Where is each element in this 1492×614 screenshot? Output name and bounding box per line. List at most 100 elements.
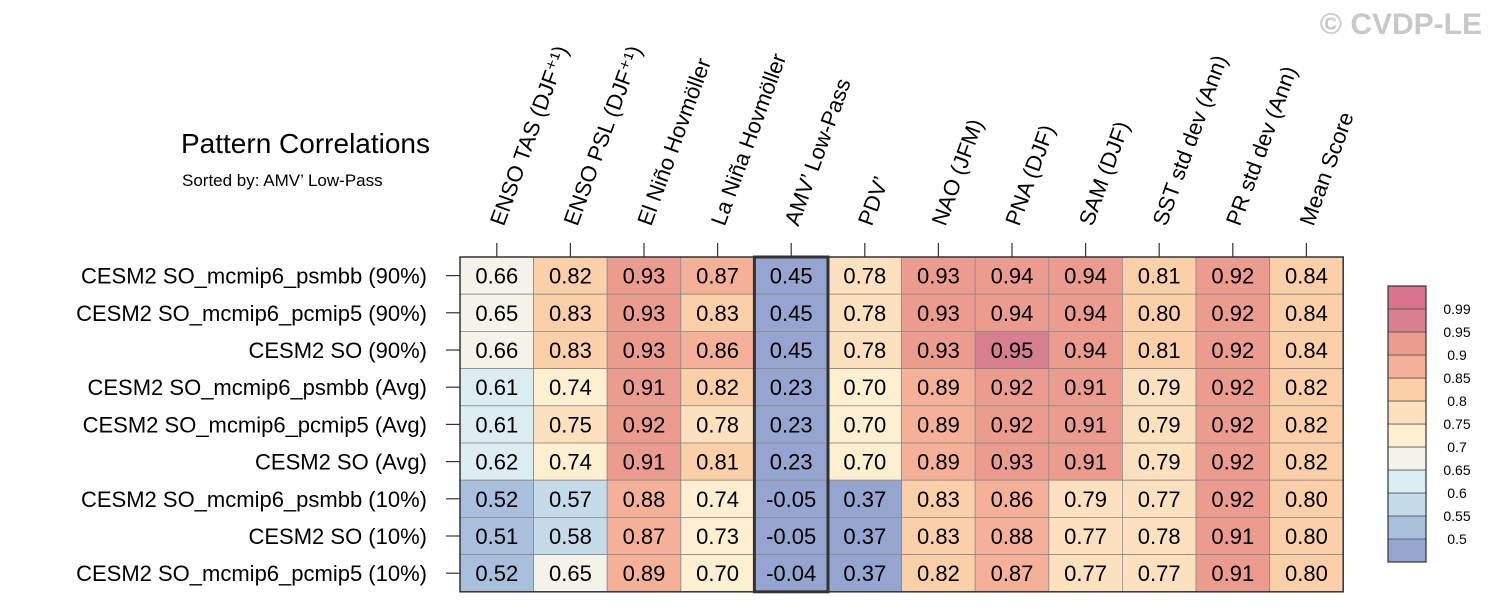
colorbar-swatch	[1387, 308, 1427, 333]
heatmap-cell	[754, 368, 829, 407]
cell-value: 0.83	[917, 524, 960, 549]
heatmap-cell	[1269, 330, 1344, 369]
cell-value: 0.58	[549, 524, 592, 549]
cell-value: 0.66	[475, 338, 518, 363]
cell-value: 0.88	[623, 487, 666, 512]
heatmap-cell	[680, 368, 755, 407]
cell-value: 0.70	[843, 412, 886, 437]
cell-value: 0.93	[623, 264, 666, 289]
cell-value: 0.82	[917, 561, 960, 586]
column-label-enso-psl-djf: ENSO PSL (DJF⁺¹)	[559, 42, 647, 228]
heatmap-cell	[1048, 442, 1123, 481]
heatmap-cell	[901, 442, 976, 481]
heatmap-cell	[1122, 256, 1197, 295]
cell-value: 0.91	[1211, 524, 1254, 549]
heatmap-cell	[1269, 256, 1344, 295]
cell-value: 0.91	[1211, 561, 1254, 586]
cell-value: 0.86	[991, 487, 1034, 512]
row-label-cesm2-so-10: CESM2 SO (10%)	[249, 524, 428, 549]
heatmap-cell	[974, 479, 1050, 518]
heatmap-cell	[901, 405, 976, 444]
cell-value: 0.92	[1211, 412, 1254, 437]
heatmap-cell	[606, 554, 682, 593]
row-label-cesm2-so-mcmip6-psmbb-10: CESM2 SO_mcmip6_psmbb (10%)	[81, 487, 427, 512]
heatmap-cell	[754, 405, 829, 444]
heatmap-cell	[1269, 405, 1344, 444]
heatmap-cell	[754, 479, 829, 518]
heatmap-cell	[606, 442, 682, 481]
heatmap-cell	[606, 405, 682, 444]
column-label-pr-std-dev-ann: PR std dev (Ann)	[1221, 63, 1302, 229]
row-label-cesm2-so-avg: CESM2 SO (Avg)	[255, 450, 427, 475]
cell-value: 0.94	[991, 264, 1034, 289]
cell-value: 0.61	[475, 375, 518, 400]
cell-value: 0.93	[623, 338, 666, 363]
heatmap-cell	[533, 330, 608, 369]
cell-value: 0.84	[1285, 338, 1328, 363]
cell-value: 0.89	[623, 561, 666, 586]
heatmap-cell	[1195, 479, 1270, 518]
colorbar-swatch	[1387, 377, 1427, 402]
cell-value: 0.93	[917, 301, 960, 326]
colorbar-label: 0.5	[1447, 531, 1467, 547]
heatmap-cell	[606, 479, 682, 518]
cell-value: 0.77	[1064, 524, 1107, 549]
cell-value: 0.92	[1211, 375, 1254, 400]
heatmap-cell	[533, 554, 608, 593]
cell-value: 0.45	[770, 264, 813, 289]
cell-value: 0.87	[623, 524, 666, 549]
cell-value: 0.78	[843, 301, 886, 326]
cell-value: 0.92	[991, 375, 1034, 400]
heatmap-cell	[754, 517, 829, 556]
heatmap-cell	[1122, 405, 1197, 444]
heatmap-cell	[1122, 517, 1197, 556]
heatmap-cell	[974, 442, 1050, 481]
cell-value: 0.83	[549, 301, 592, 326]
cell-value: 0.91	[1064, 375, 1107, 400]
cell-value: 0.87	[696, 264, 739, 289]
heatmap-cell	[1122, 368, 1197, 407]
cell-value: 0.37	[843, 487, 886, 512]
heatmap-cell	[680, 479, 755, 518]
colorbar-swatch	[1387, 400, 1427, 425]
heatmap-cell	[606, 517, 682, 556]
colorbar-border	[1387, 285, 1427, 563]
cell-value: 0.79	[1138, 450, 1181, 475]
cell-value: 0.82	[1285, 412, 1328, 437]
row-label-cesm2-so-mcmip6-pcmip5-10: CESM2 SO_mcmip6_pcmip5 (10%)	[76, 561, 427, 586]
cell-value: 0.77	[1138, 561, 1181, 586]
row-label-cesm2-so-mcmip6-psmbb-avg: CESM2 SO_mcmip6_psmbb (Avg)	[88, 375, 428, 400]
cell-value: 0.92	[991, 412, 1034, 437]
row-labels: CESM2 SO_mcmip6_psmbb (90%) CESM2 SO_mcmi…	[76, 264, 460, 586]
cell-value: 0.91	[623, 375, 666, 400]
cell-value: 0.83	[917, 487, 960, 512]
cell-value: 0.92	[1211, 450, 1254, 475]
cell-value: 0.23	[770, 450, 813, 475]
cell-value: 0.78	[696, 412, 739, 437]
cell-value: 0.65	[549, 561, 592, 586]
cell-value: 0.65	[475, 301, 518, 326]
colorbar-swatch	[1387, 285, 1427, 310]
cell-value: 0.37	[843, 524, 886, 549]
column-labels: ENSO TAS (DJF⁺¹)ENSO PSL (DJF⁺¹)El Niño …	[485, 42, 1359, 257]
heatmap-cell	[754, 330, 829, 369]
colorbar-swatch	[1387, 446, 1427, 471]
column-label-mean-score: Mean Score	[1295, 109, 1359, 229]
cell-value: 0.79	[1064, 487, 1107, 512]
column-label-enso-tas-djf: ENSO TAS (DJF⁺¹)	[485, 42, 573, 228]
column-label-la-ni-a-hovm-ller: La Niña Hovmöller	[706, 50, 791, 229]
cell-value: 0.95	[991, 338, 1034, 363]
cell-value: 0.84	[1285, 264, 1328, 289]
heatmap-cell	[827, 442, 902, 481]
row-label-cesm2-so-mcmip6-pcmip5-90: CESM2 SO_mcmip6_pcmip5 (90%)	[76, 301, 427, 326]
column-label-amv-low-pass: AMV’ Low-Pass	[779, 75, 855, 229]
cell-value: -0.05	[766, 524, 816, 549]
cell-value: 0.89	[917, 412, 960, 437]
heatmap-cell	[901, 517, 976, 556]
cell-value: 0.92	[1211, 487, 1254, 512]
cell-value: 0.93	[623, 301, 666, 326]
cell-value: 0.91	[1064, 412, 1107, 437]
heatmap-cell	[606, 330, 682, 369]
cell-value: 0.52	[475, 561, 518, 586]
